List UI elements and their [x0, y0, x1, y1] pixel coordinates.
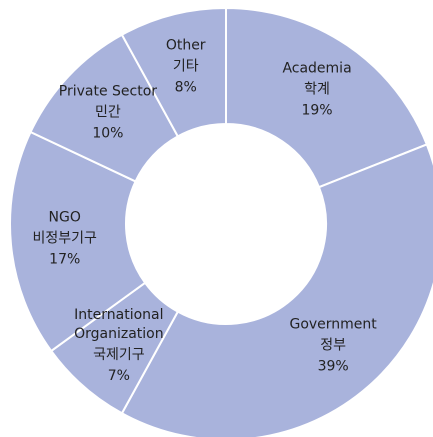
subcategory-label: 정부 — [320, 337, 346, 354]
subcategory-label: 학계 — [304, 81, 330, 98]
category-label: Academia — [282, 60, 352, 77]
value-label: 19% — [301, 102, 333, 119]
donut-segment — [120, 6, 227, 138]
value-label: 10% — [92, 125, 124, 142]
segment-label: NGO 비정부기구 17% — [9, 207, 121, 272]
donut-segment — [225, 6, 429, 189]
segment-label: International Organization 국제기구 7% — [63, 304, 175, 388]
segment-label: Private Sector 민간 10% — [52, 81, 164, 146]
segment-label: Other 기타 8% — [130, 35, 242, 100]
donut-segment — [9, 130, 147, 353]
segment-label: Academia 학계 19% — [261, 58, 373, 123]
segment-label: Government 정부 39% — [277, 313, 389, 378]
subcategory-label: 국제기구 — [93, 346, 145, 363]
value-label: 7% — [107, 367, 130, 384]
subcategory-label: 비정부기구 — [32, 230, 97, 247]
category-label: NGO — [48, 209, 81, 226]
subcategory-label: 민간 — [95, 104, 121, 121]
category-label: Other — [165, 37, 206, 54]
subcategory-label: 기타 — [172, 58, 199, 75]
donut-segment — [120, 143, 433, 437]
category-label: Private Sector — [58, 83, 158, 100]
value-label: 17% — [49, 251, 81, 268]
value-label: 39% — [317, 358, 349, 375]
category-label: International Organization — [74, 306, 164, 342]
value-label: 8% — [174, 79, 197, 96]
category-label: Government — [289, 316, 377, 333]
